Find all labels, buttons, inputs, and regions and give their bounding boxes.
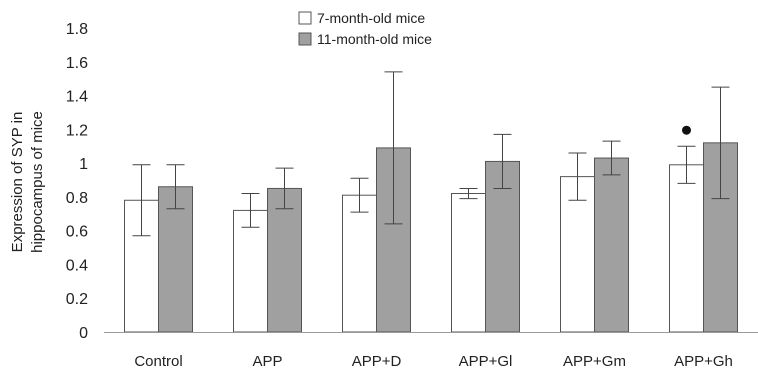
bar <box>158 186 193 333</box>
y-tick-label: 1.2 <box>66 122 88 139</box>
bar <box>594 157 629 333</box>
x-tick-label: APP+Gl <box>459 353 513 370</box>
bars <box>124 142 738 333</box>
y-axis-title: Expression of SYP in hippocampus of mice <box>9 111 46 253</box>
y-axis-title-line-2: hippocampus of mice <box>29 111 46 253</box>
y-axis-title-line-1: Expression of SYP in <box>9 112 26 253</box>
significance-dot <box>682 125 691 135</box>
annotations <box>682 125 691 135</box>
bar <box>233 209 268 333</box>
error-bars <box>132 71 730 237</box>
bar <box>342 194 377 333</box>
legend-swatch <box>298 11 312 25</box>
y-tick-label: 0.4 <box>66 257 88 274</box>
x-tick-label: APP+D <box>352 353 402 370</box>
y-tick-label: 0 <box>79 325 88 342</box>
x-axis: Control APP APP+D APP+Gl APP+Gm APP+Gh <box>104 332 758 370</box>
y-tick-label: 0.2 <box>66 291 88 308</box>
legend-label: 7-month-old mice <box>317 10 425 26</box>
y-tick-label: 0.8 <box>66 190 88 207</box>
y-tick-label: 1.8 <box>66 21 88 38</box>
bar <box>485 160 520 333</box>
x-tick-label: APP+Gh <box>674 353 733 370</box>
y-tick-label: 1 <box>79 156 88 173</box>
y-tick-label: 1.6 <box>66 55 88 72</box>
x-tick-label: Control <box>134 353 182 370</box>
bar <box>451 193 486 333</box>
x-tick-label: APP <box>252 353 282 370</box>
legend-swatch <box>298 32 312 46</box>
y-tick-label: 1.4 <box>66 89 88 106</box>
legend: 7-month-old mice 11-month-old mice <box>298 10 432 47</box>
bar <box>669 164 704 333</box>
x-tick-label: APP+Gm <box>563 353 626 370</box>
legend-label: 11-month-old mice <box>317 31 432 47</box>
y-axis: 0 0.2 0.4 0.6 0.8 1 1.2 1.4 1.6 1.8 <box>66 21 88 342</box>
y-tick-label: 0.6 <box>66 224 88 241</box>
bar <box>267 187 302 333</box>
